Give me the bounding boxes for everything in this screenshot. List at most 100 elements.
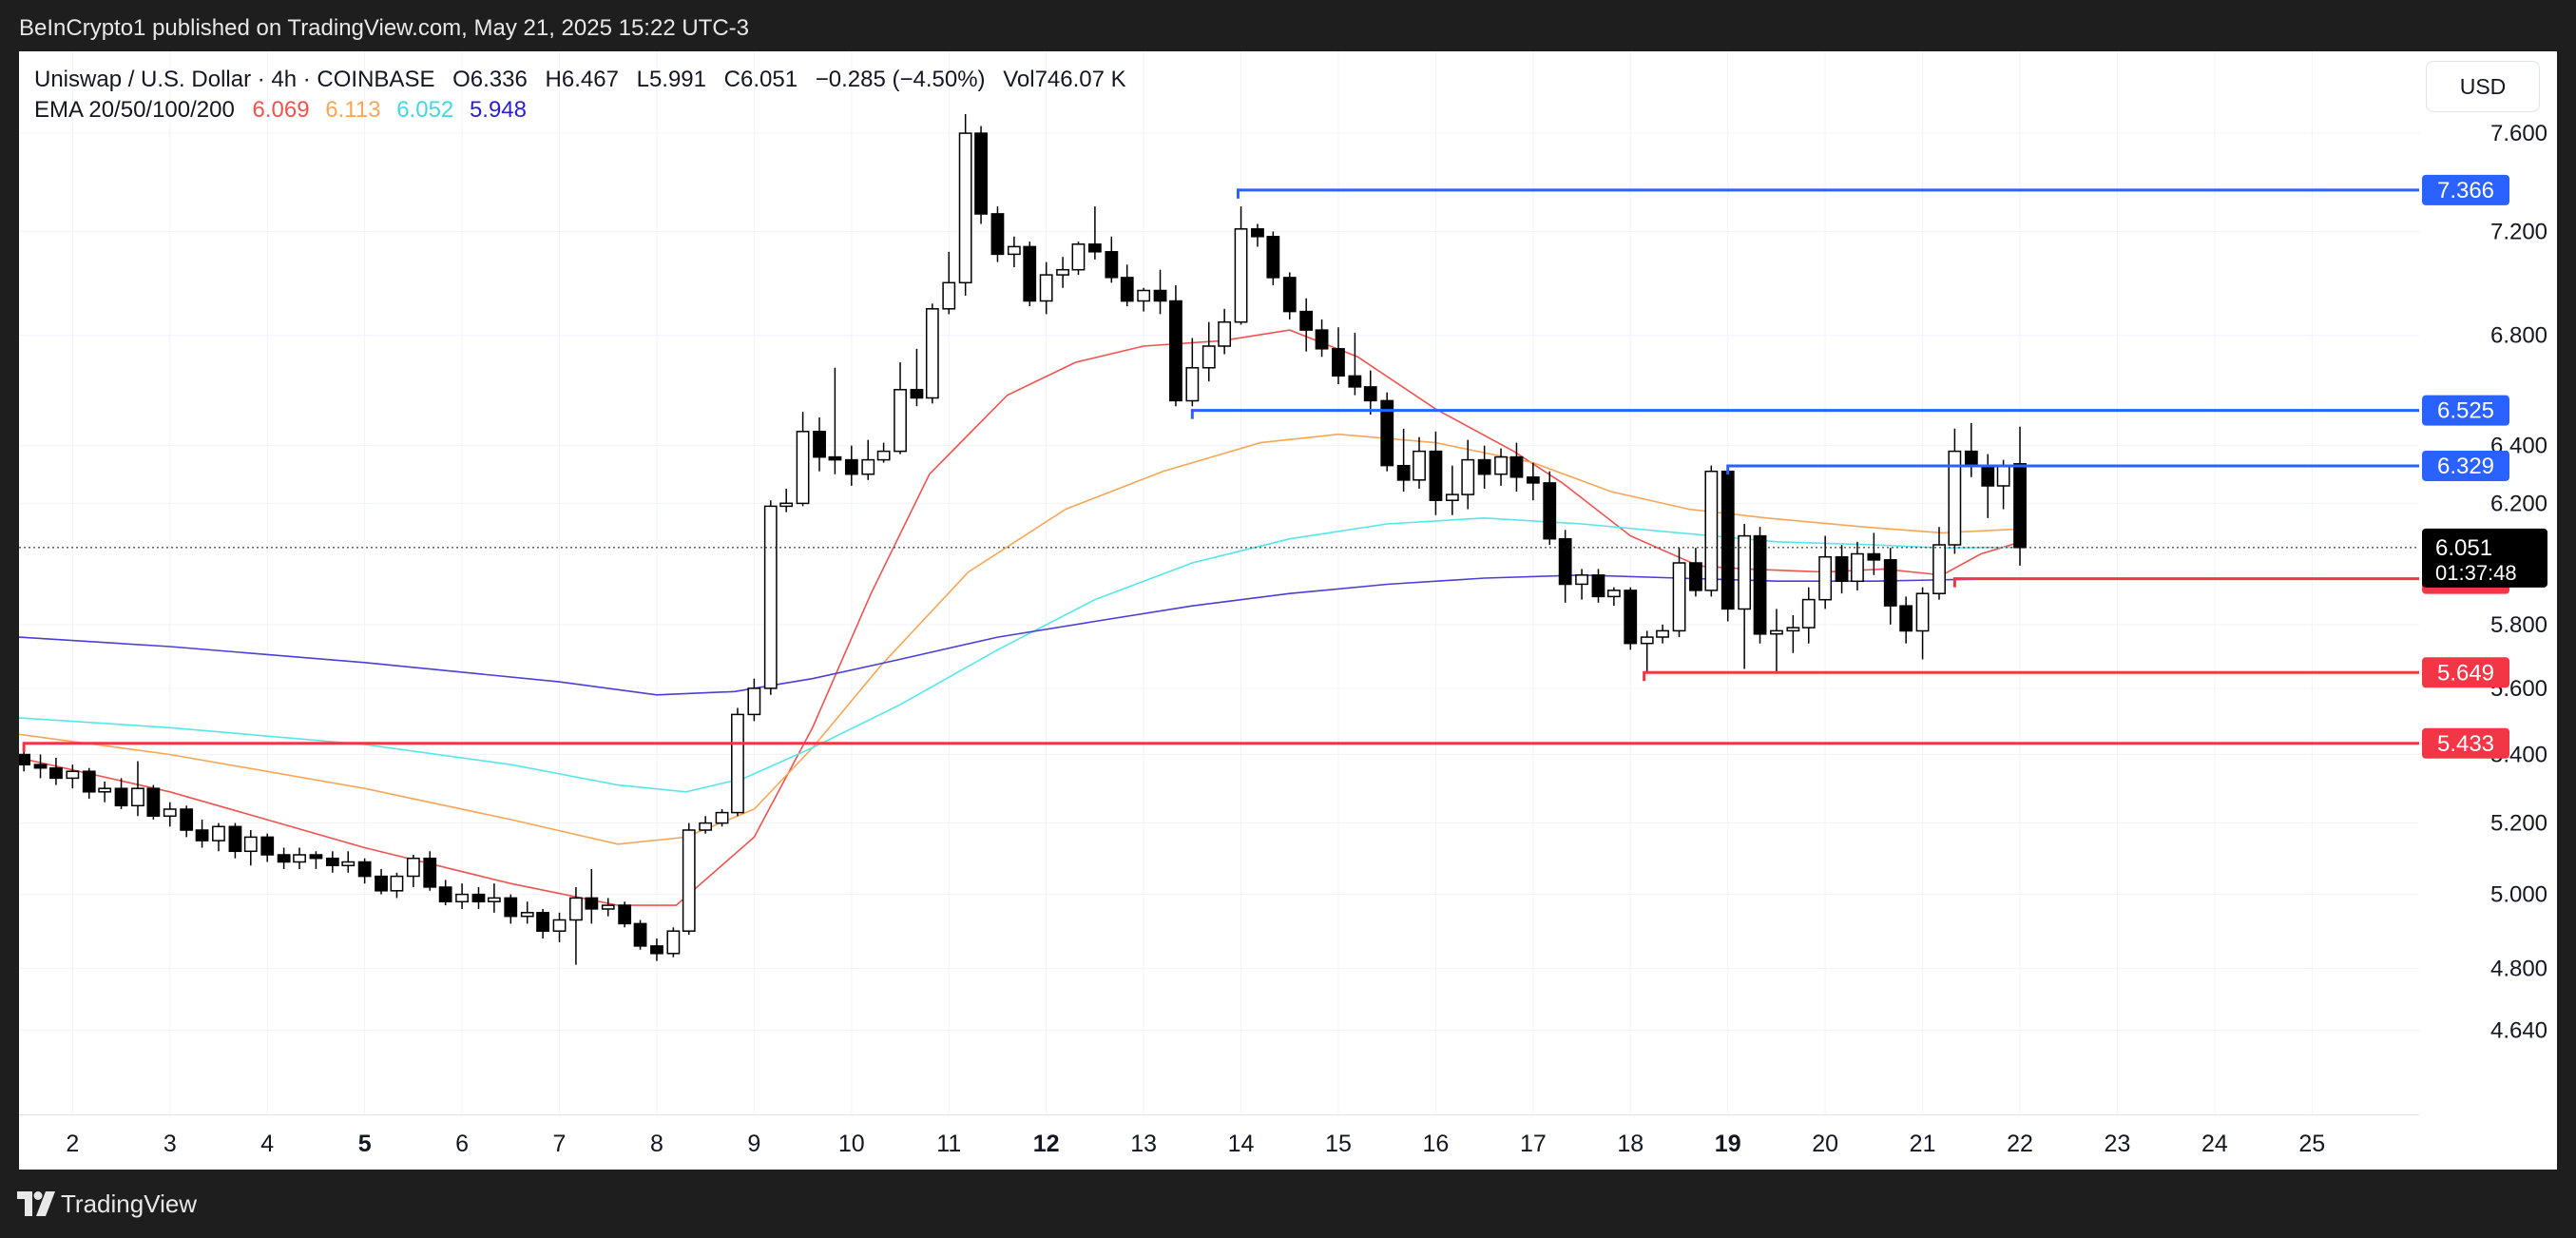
publisher-text: BeInCrypto1 published on TradingView.com… xyxy=(19,15,749,41)
candle-up xyxy=(341,861,356,867)
candle-up xyxy=(763,505,778,689)
time-tick-label: 23 xyxy=(2105,1131,2131,1157)
time-tick-label: 12 xyxy=(1033,1131,1060,1157)
price-tick-label: 7.200 xyxy=(2490,219,2547,244)
candle-down xyxy=(1526,476,1540,484)
last-price-tag xyxy=(2422,528,2547,588)
candle-up xyxy=(293,854,306,863)
candle-down xyxy=(49,766,63,780)
price-chart[interactable]: 4.6404.8005.0005.2005.4005.6005.8006.200… xyxy=(19,51,2557,1170)
candle-up xyxy=(1801,598,1816,629)
volume-value: Vol746.07 K xyxy=(1003,67,1126,92)
time-tick-label: 18 xyxy=(1617,1131,1644,1157)
resistance-price-tag-label: 6.329 xyxy=(2437,454,2494,479)
candle-down xyxy=(1251,228,1264,238)
candle-down xyxy=(828,455,842,461)
tradingview-logo-icon[interactable] xyxy=(17,1191,55,1216)
ema-lines xyxy=(19,329,2021,906)
candle-down xyxy=(974,132,988,215)
candle-up xyxy=(1656,629,1669,638)
symbol-label[interactable]: Uniswap / U.S. Dollar · 4h · COINBASE xyxy=(34,67,435,92)
resistance-price-tag xyxy=(2422,450,2509,481)
time-tick-label: 10 xyxy=(838,1131,865,1157)
tradingview-brand: TradingView xyxy=(61,1190,198,1218)
candle-down xyxy=(1899,605,1913,632)
change-value: −0.285 (−4.50%) xyxy=(815,67,986,92)
candle-up xyxy=(1738,534,1752,610)
candle-up xyxy=(958,132,972,284)
candle-down xyxy=(1169,300,1182,402)
candle-up xyxy=(520,912,534,918)
candle-down xyxy=(1721,470,1735,610)
candle-down xyxy=(1558,537,1572,586)
candle-up xyxy=(552,919,567,932)
time-tick-label: 6 xyxy=(455,1131,469,1157)
support-price-tag-label: 5.433 xyxy=(2437,731,2494,757)
candle-up xyxy=(1915,592,1930,632)
price-tick-label: 4.640 xyxy=(2490,1017,2547,1043)
price-axis-area xyxy=(2419,51,2557,1170)
candle-down xyxy=(1753,534,1767,635)
time-tick-label: 20 xyxy=(1812,1131,1838,1157)
candle-up xyxy=(1218,320,1232,347)
candle-down xyxy=(1299,310,1314,331)
candle-down xyxy=(1543,482,1557,540)
candle-down xyxy=(1477,458,1491,475)
candle-down xyxy=(357,861,372,878)
candle-down xyxy=(1509,455,1524,478)
price-axis: 4.6404.8005.0005.2005.4005.6005.8006.200… xyxy=(2422,121,2547,1043)
support-price-tag-label: 5.649 xyxy=(2437,660,2494,686)
candle-up xyxy=(925,308,939,399)
level-lines xyxy=(22,188,2419,752)
candle-up xyxy=(1137,289,1151,302)
price-tick-label: 5.200 xyxy=(2490,811,2547,837)
time-tick-label: 17 xyxy=(1520,1131,1547,1157)
candle-down xyxy=(1835,555,1849,583)
candle-down xyxy=(2013,463,2027,549)
candle-down xyxy=(1332,348,1345,377)
ema200-value: 5.948 xyxy=(469,97,527,123)
candle-down xyxy=(180,808,194,831)
time-tick-label: 14 xyxy=(1228,1131,1255,1157)
time-tick-label: 25 xyxy=(2298,1131,2325,1157)
candle-up xyxy=(666,930,681,955)
time-tick-label: 22 xyxy=(2007,1131,2033,1157)
ohlc-row: Uniswap / U.S. Dollar · 4h · COINBASE O6… xyxy=(34,65,1138,95)
candle-up xyxy=(1413,450,1426,481)
candle-up xyxy=(1606,590,1621,598)
candle-down xyxy=(1363,386,1377,402)
candle-up xyxy=(212,825,225,841)
chart-legend: Uniswap / U.S. Dollar · 4h · COINBASE O6… xyxy=(34,65,1138,126)
candle-up xyxy=(1234,228,1248,323)
time-tick-label: 21 xyxy=(1910,1131,1936,1157)
candle-down xyxy=(1867,552,1881,561)
candle-down xyxy=(1315,329,1329,350)
candle-up xyxy=(731,713,744,814)
chart-panel[interactable]: 4.640 4.800 5.000 5.200 5.400 5.600 5.800 6.200… xyxy=(19,51,2557,1170)
currency-selector[interactable]: USD xyxy=(2426,61,2540,112)
candle-down xyxy=(1624,590,1638,645)
time-tick-label: 24 xyxy=(2201,1131,2228,1157)
candle-up xyxy=(699,822,713,831)
candle-up xyxy=(1185,367,1200,402)
candle-up xyxy=(66,770,80,780)
candles xyxy=(19,114,2027,965)
candle-up xyxy=(779,502,794,508)
ema-row[interactable]: EMA 20/50/100/200 6.069 6.113 6.052 5.94… xyxy=(34,95,1138,126)
candle-up xyxy=(1704,470,1719,591)
candle-up xyxy=(1039,274,1053,302)
high-value: H6.467 xyxy=(545,67,619,92)
last-price-label: 6.051 xyxy=(2435,535,2492,561)
candle-down xyxy=(1348,375,1362,388)
candle-up xyxy=(876,450,891,461)
candle-down xyxy=(1396,464,1411,481)
time-tick-label: 3 xyxy=(163,1131,177,1157)
candle-down xyxy=(195,829,209,841)
price-tick-label: 5.000 xyxy=(2490,882,2547,908)
close-value: C6.051 xyxy=(723,67,798,92)
candle-down xyxy=(423,857,437,888)
candle-up xyxy=(1056,268,1069,276)
candle-up xyxy=(1672,562,1686,632)
candle-up xyxy=(1786,627,1800,632)
ema20-value: 6.069 xyxy=(252,97,310,123)
